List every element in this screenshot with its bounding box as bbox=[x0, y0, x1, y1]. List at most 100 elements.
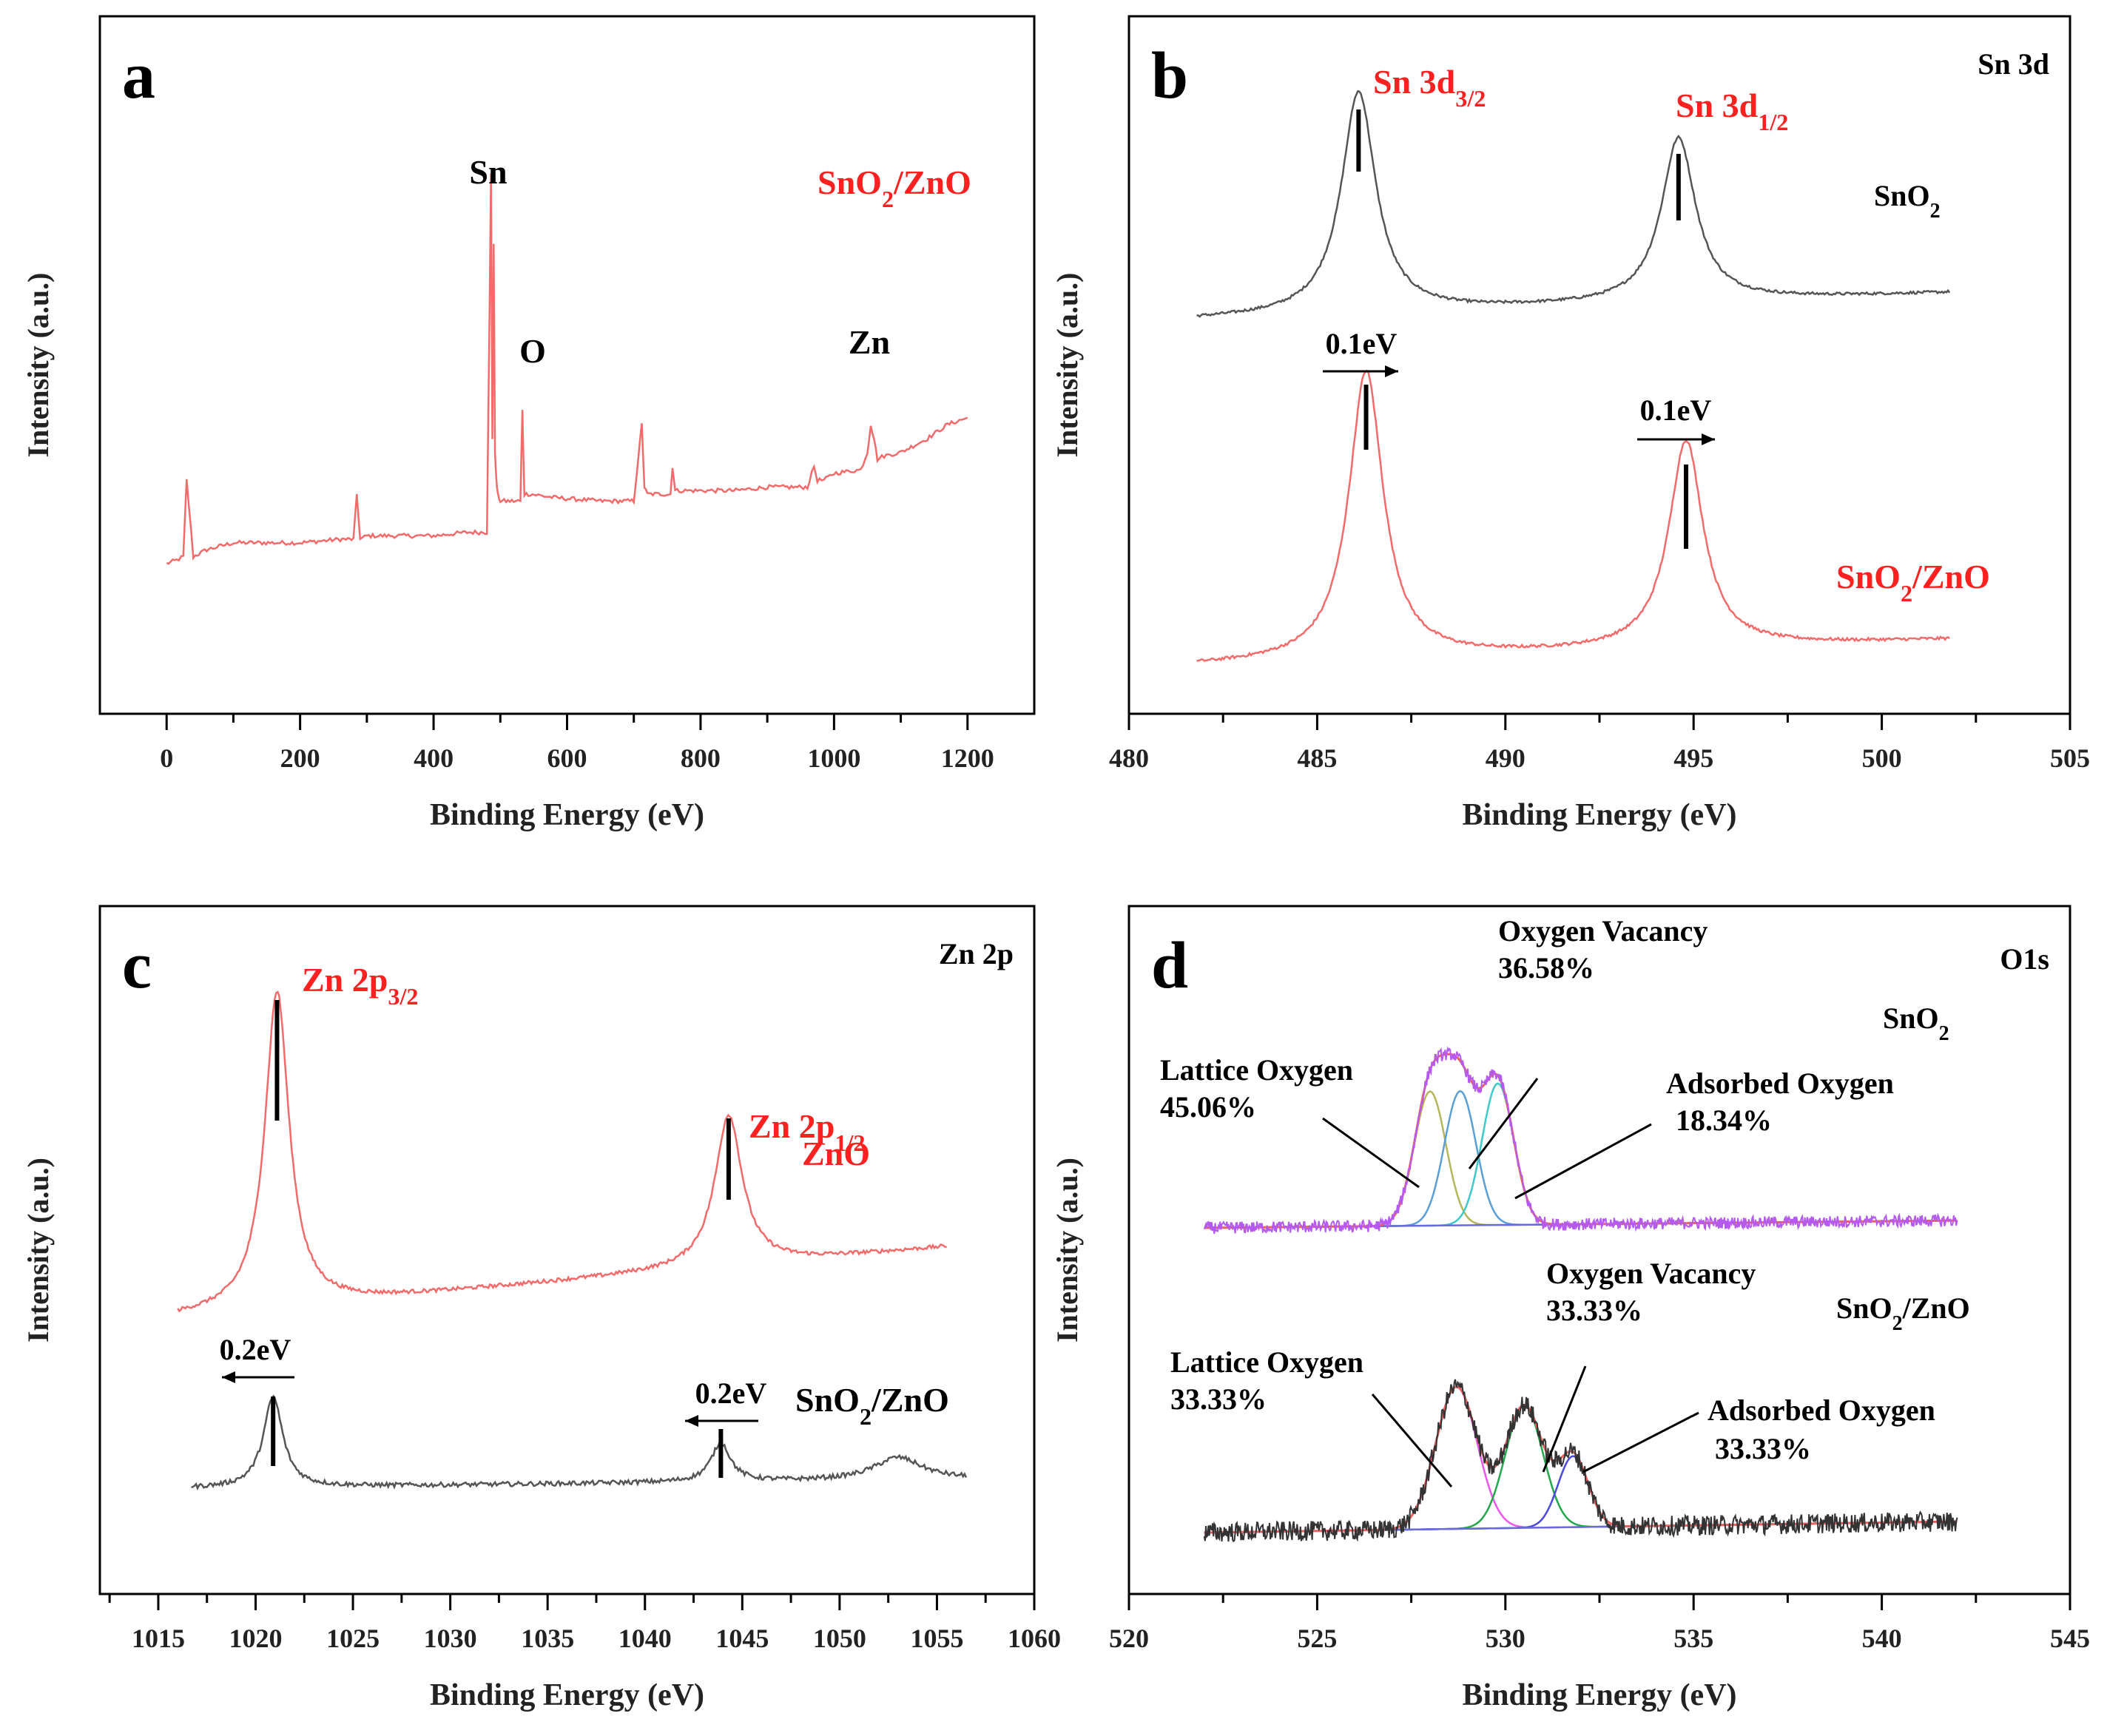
sample-label-zno: ZnO bbox=[802, 1135, 870, 1172]
x-axis-label: Binding Energy (eV) bbox=[1462, 798, 1736, 832]
x-tick-label: 500 bbox=[1862, 743, 1902, 773]
x-tick-label: 1030 bbox=[424, 1624, 477, 1653]
x-tick-label: 400 bbox=[414, 743, 454, 773]
sample-label-sno2-zno: SnO2/ZnO bbox=[1836, 1291, 1970, 1335]
fit-component bbox=[1204, 1090, 1958, 1229]
peak-label-sn: Sn bbox=[469, 153, 507, 191]
leader-line bbox=[1468, 1078, 1539, 1169]
panel-letter: d bbox=[1151, 929, 1188, 1002]
x-tick-label: 480 bbox=[1109, 743, 1149, 773]
series-line-zno bbox=[177, 990, 947, 1313]
arrowhead bbox=[1702, 433, 1715, 445]
x-tick-label: 490 bbox=[1486, 743, 1526, 773]
panel-title: Zn 2p bbox=[939, 937, 1014, 970]
x-tick-label: 525 bbox=[1297, 1624, 1337, 1653]
series-line-sno2-zno bbox=[191, 1394, 968, 1490]
peak-label-zn2p32: Zn 2p3/2 bbox=[302, 961, 419, 1010]
peak-label-o: O bbox=[519, 332, 546, 370]
x-tick-label: 200 bbox=[280, 743, 320, 773]
x-tick-label: 540 bbox=[1862, 1624, 1902, 1653]
y-axis-label: Intensity (a.u.) bbox=[1051, 272, 1084, 457]
label-lattice-oxygen-pct: 33.33% bbox=[1170, 1382, 1267, 1416]
arrowhead bbox=[1385, 365, 1398, 377]
x-tick-label: 1040 bbox=[618, 1624, 672, 1653]
y-axis-label: Intensity (a.u.) bbox=[21, 1158, 55, 1342]
leader-line bbox=[1542, 1365, 1587, 1473]
series-line-sno2 bbox=[1196, 89, 1951, 318]
raw-data bbox=[1203, 1046, 1958, 1235]
x-tick-label: 1055 bbox=[910, 1624, 963, 1653]
label-oxygen-vacancy-pct: 33.33% bbox=[1546, 1294, 1642, 1327]
shift-label: 0.2eV bbox=[220, 1333, 291, 1366]
sample-label-sno2-zno: SnO2/ZnO bbox=[795, 1381, 949, 1430]
x-tick-label: 505 bbox=[2050, 743, 2090, 773]
x-tick-label: 545 bbox=[2050, 1624, 2090, 1653]
leader-line bbox=[1322, 1117, 1420, 1189]
shift-label: 0.1eV bbox=[1640, 394, 1712, 427]
panel-letter: a bbox=[122, 39, 155, 112]
peak-label-sn3d32: Sn 3d3/2 bbox=[1373, 63, 1486, 112]
panel-letter: c bbox=[122, 929, 152, 1002]
label-adsorbed-oxygen: Adsorbed Oxygen bbox=[1666, 1067, 1894, 1100]
panel-a: 0 200 400 600 800 1000 1200 Binding Energy (eV)… bbox=[21, 15, 1036, 832]
leader-line bbox=[1514, 1123, 1652, 1200]
x-tick-label: 520 bbox=[1109, 1624, 1149, 1653]
panel-title: Sn 3d bbox=[1978, 47, 2049, 81]
peak-label-zn2p12: Zn 2p1/2 bbox=[749, 1107, 866, 1156]
y-axis-label: Intensity (a.u.) bbox=[1051, 1158, 1084, 1342]
panel-title: O1s bbox=[2000, 942, 2049, 976]
label-adsorbed-oxygen: Adsorbed Oxygen bbox=[1707, 1394, 1935, 1427]
shift-label: 0.1eV bbox=[1326, 327, 1398, 360]
label-lattice-oxygen: Lattice Oxygen bbox=[1160, 1053, 1353, 1087]
label-adsorbed-oxygen-pct: 33.33% bbox=[1715, 1432, 1811, 1465]
label-oxygen-vacancy: Oxygen Vacancy bbox=[1546, 1257, 1756, 1290]
x-tick-label: 800 bbox=[681, 743, 721, 773]
fit-component bbox=[1204, 1090, 1958, 1229]
sample-label-sno2: SnO2 bbox=[1883, 1002, 1949, 1045]
x-axis-label: Binding Energy (eV) bbox=[430, 1678, 704, 1712]
peak-label-sn3d12: Sn 3d1/2 bbox=[1676, 87, 1788, 135]
plot-frame bbox=[1127, 15, 2071, 715]
raw-data bbox=[1203, 1379, 1958, 1543]
x-tick-label: 1015 bbox=[132, 1624, 185, 1653]
panel-b: 480 485 490 495 500 505 Binding Energy (eV) Int… bbox=[1051, 15, 2090, 832]
series-line-sno2-zno bbox=[1196, 369, 1950, 662]
leader-line bbox=[1582, 1411, 1699, 1473]
x-tick-label: 1035 bbox=[521, 1624, 574, 1653]
x-axis-label: Binding Energy (eV) bbox=[430, 798, 704, 832]
arrowhead bbox=[685, 1415, 698, 1427]
x-tick-label: 600 bbox=[547, 743, 587, 773]
x-tick-label: 485 bbox=[1297, 743, 1337, 773]
x-tick-label: 1200 bbox=[941, 743, 994, 773]
x-tick-label: 1000 bbox=[807, 743, 860, 773]
x-tick-label: 535 bbox=[1673, 1624, 1713, 1653]
x-tick-label: 495 bbox=[1673, 743, 1713, 773]
y-axis-label: Intensity (a.u.) bbox=[21, 272, 55, 457]
sample-label: SnO2/ZnO bbox=[817, 163, 971, 212]
label-oxygen-vacancy-pct: 36.58% bbox=[1498, 951, 1594, 984]
x-tick-label: 1060 bbox=[1008, 1624, 1061, 1653]
leader-line bbox=[1371, 1394, 1453, 1487]
sample-label-sno2-zno: SnO2/ZnO bbox=[1836, 558, 1990, 607]
x-tick-label: 0 bbox=[160, 743, 173, 773]
plot-frame bbox=[98, 905, 1036, 1595]
x-tick-label: 1050 bbox=[813, 1624, 866, 1653]
x-axis-label: Binding Energy (eV) bbox=[1462, 1678, 1736, 1712]
label-lattice-oxygen: Lattice Oxygen bbox=[1170, 1345, 1363, 1379]
sample-label-sno2: SnO2 bbox=[1874, 179, 1941, 223]
label-adsorbed-oxygen-pct: 18.34% bbox=[1676, 1104, 1772, 1137]
panel-c: 1015 1020 1025 1030 1035 1040 1045 1050 1055 1060… bbox=[21, 905, 1061, 1712]
fit-component bbox=[1204, 1082, 1958, 1229]
shift-label: 0.2eV bbox=[695, 1377, 767, 1410]
peak-label-zn: Zn bbox=[849, 323, 890, 361]
panel-letter: b bbox=[1151, 39, 1188, 112]
label-lattice-oxygen-pct: 45.06% bbox=[1160, 1090, 1256, 1124]
x-tick-label: 1020 bbox=[229, 1624, 283, 1653]
label-oxygen-vacancy: Oxygen Vacancy bbox=[1498, 914, 1707, 948]
x-tick-label: 530 bbox=[1486, 1624, 1526, 1653]
series-line-sno2-zno bbox=[166, 173, 968, 565]
x-tick-label: 1025 bbox=[326, 1624, 380, 1653]
arrowhead bbox=[222, 1371, 235, 1383]
panel-d: 520 525 530 535 540 545 Binding Energy (eV) Int… bbox=[1051, 905, 2090, 1712]
